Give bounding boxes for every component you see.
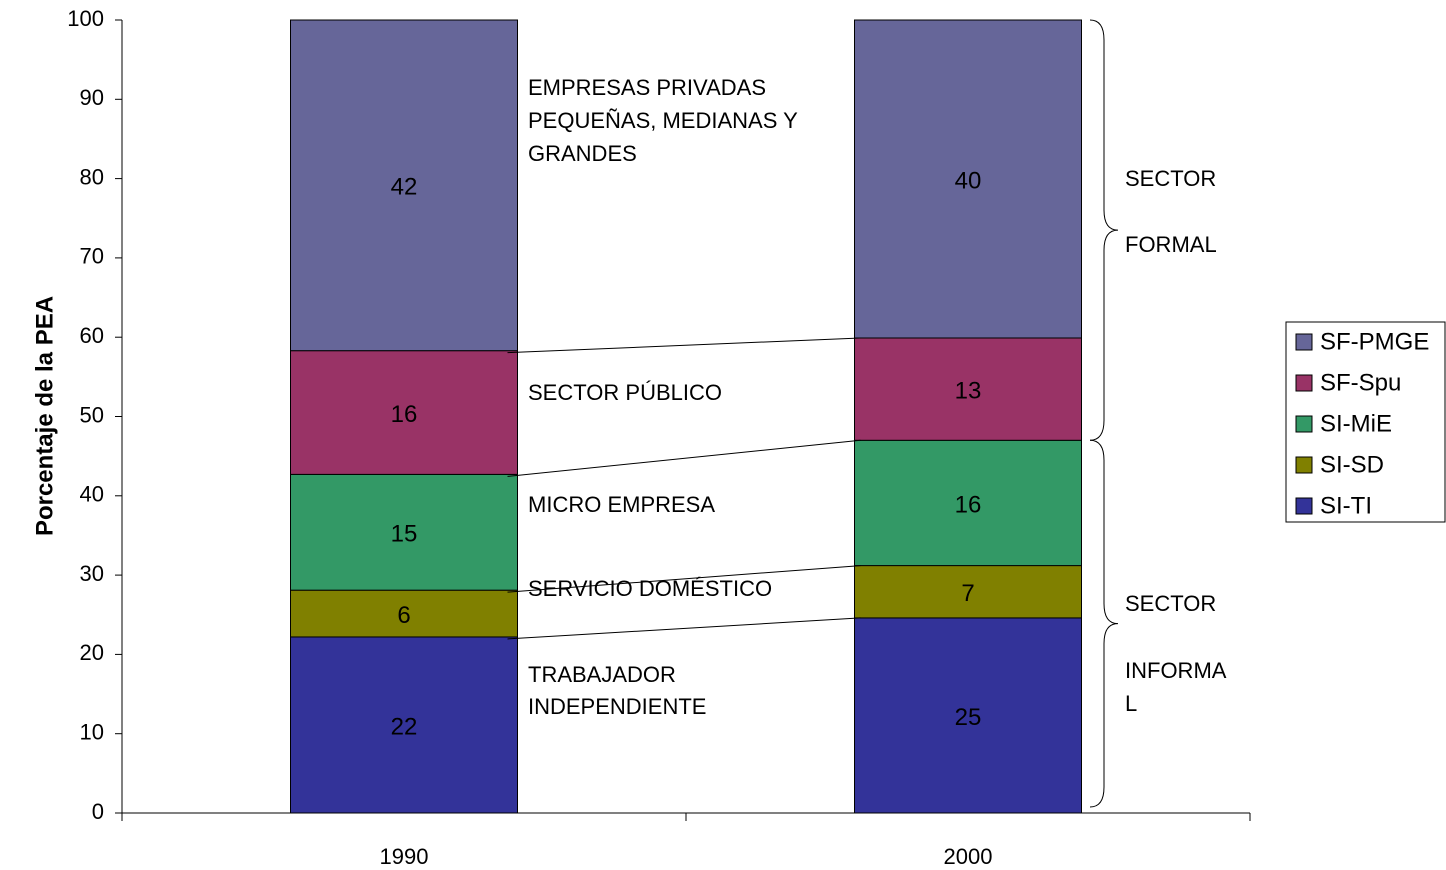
bar-segment (290, 636, 518, 814)
y-tick-label: 50 (80, 402, 104, 427)
bar-segment (290, 350, 518, 475)
legend-label: SF-PMGE (1320, 328, 1429, 355)
sector-label: SECTOR (1125, 166, 1216, 191)
y-tick-label: 60 (80, 323, 104, 348)
annotation: SERVICIO DOMÉSTICO (528, 576, 772, 601)
annotation: PEQUEÑAS, MEDIANAS Y (528, 108, 798, 133)
brace (1089, 19, 1119, 441)
legend-swatch (1295, 333, 1313, 351)
sector-label: INFORMA (1125, 658, 1227, 683)
y-axis-title: Porcentaje de la PEA (31, 296, 58, 536)
annotation: INDEPENDIENTE (528, 694, 706, 719)
bar-segment (290, 19, 518, 352)
data-label: 15 (391, 521, 418, 548)
legend-label: SI-MiE (1320, 410, 1392, 437)
bar-segment (854, 439, 1082, 567)
connector-line (507, 617, 861, 640)
y-tick-label: 20 (80, 640, 104, 665)
data-label: 22 (391, 713, 418, 740)
connector-line (507, 337, 861, 354)
annotation: TRABAJADOR (528, 662, 676, 687)
data-label: 7 (961, 580, 974, 607)
sector-label: SECTOR (1125, 591, 1216, 616)
y-tick-label: 90 (80, 85, 104, 110)
legend-label: SI-SD (1320, 451, 1384, 478)
bar-segment (290, 589, 518, 638)
annotation: SECTOR PÚBLICO (528, 380, 722, 405)
y-tick-label: 0 (92, 799, 104, 824)
bar-segment (854, 617, 1082, 814)
annotation: EMPRESAS PRIVADAS (528, 75, 766, 100)
data-label: 6 (397, 602, 410, 629)
legend-swatch (1295, 497, 1313, 515)
y-tick-label: 70 (80, 244, 104, 269)
sector-label: L (1125, 691, 1137, 716)
legend-swatch (1295, 456, 1313, 474)
sector-label: FORMAL (1125, 232, 1217, 257)
brace (1089, 439, 1119, 808)
data-label: 25 (955, 704, 982, 731)
data-label: 40 (955, 167, 982, 194)
legend-label: SI-TI (1320, 492, 1372, 519)
data-label: 16 (391, 401, 418, 428)
legend-label: SF-Spu (1320, 369, 1401, 396)
bar-segment (854, 337, 1082, 441)
x-tick-label: 2000 (944, 844, 993, 869)
x-tick-label: 1990 (380, 844, 429, 869)
y-tick-label: 40 (80, 482, 104, 507)
legend-swatch (1295, 415, 1313, 433)
y-tick-label: 30 (80, 561, 104, 586)
bar-segment (290, 473, 518, 591)
connector-line (507, 565, 861, 593)
y-tick-label: 100 (67, 6, 104, 31)
annotation: GRANDES (528, 141, 637, 166)
bar-segment (854, 19, 1082, 339)
data-label: 13 (955, 377, 982, 404)
data-label: 42 (391, 174, 418, 201)
annotation: MICRO EMPRESA (528, 492, 715, 517)
y-tick-label: 80 (80, 164, 104, 189)
connector-line (507, 439, 861, 477)
data-label: 16 (955, 491, 982, 518)
y-tick-label: 10 (80, 720, 104, 745)
legend-swatch (1295, 374, 1313, 392)
